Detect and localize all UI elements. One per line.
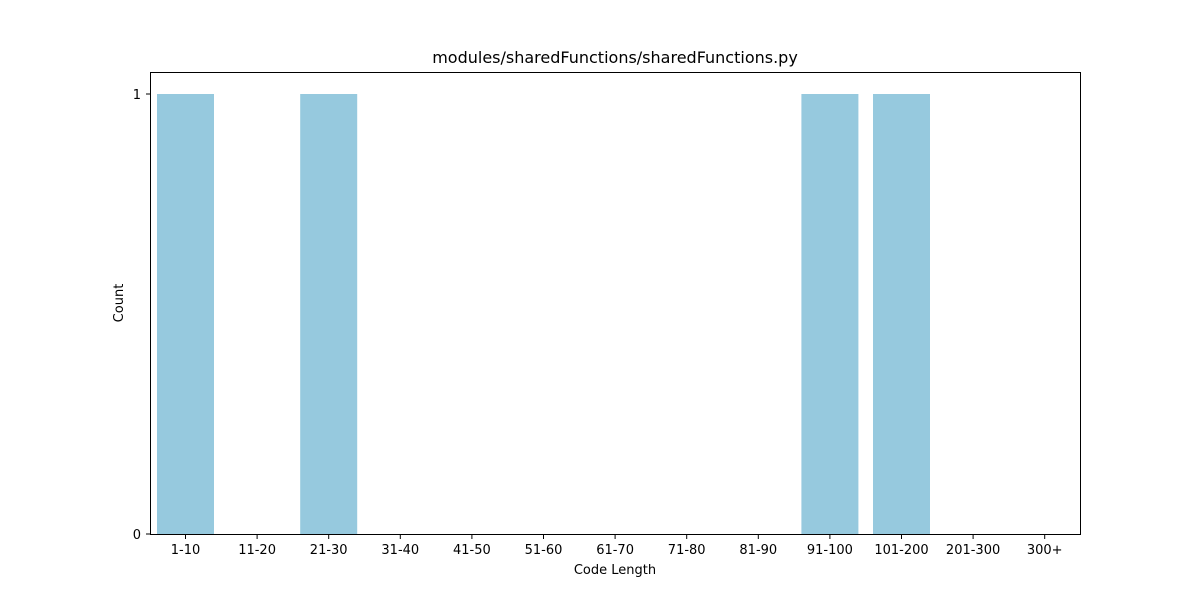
plot-area-frame [150,72,1081,535]
x-axis-ticks: 1-10 11-20 21-30 31-40 41-50 51-60 61-70 71-80 8… [171,534,1063,558]
x-tick-label: 300+ [1027,543,1063,558]
x-tick-label: 21-30 [310,543,348,558]
y-tick-label: 0 [133,528,141,543]
bar-21-30 [300,94,358,534]
bar-91-100 [801,94,859,534]
x-tick-label: 11-20 [238,543,276,558]
x-tick-label: 51-60 [525,543,563,558]
chart-title: modules/sharedFunctions/sharedFunctions.… [432,48,798,67]
x-tick-label: 71-80 [668,543,706,558]
x-tick-label: 41-50 [453,543,491,558]
y-axis-label: Count [112,284,127,323]
bar-101-200 [873,94,930,534]
x-tick-label: 61-70 [596,543,634,558]
x-tick-label: 101-200 [874,543,928,558]
x-tick-label: 31-40 [381,543,419,558]
x-tick-label: 81-90 [739,543,777,558]
x-tick-label: 91-100 [807,543,853,558]
y-tick-label: 1 [133,88,141,103]
x-axis-label: Code Length [574,563,656,578]
x-tick-label: 201-300 [946,543,1000,558]
bar-1-10 [157,94,214,534]
bars-group [157,94,930,534]
x-tick-label: 1-10 [171,543,201,558]
y-axis-ticks: 01 [133,88,151,543]
